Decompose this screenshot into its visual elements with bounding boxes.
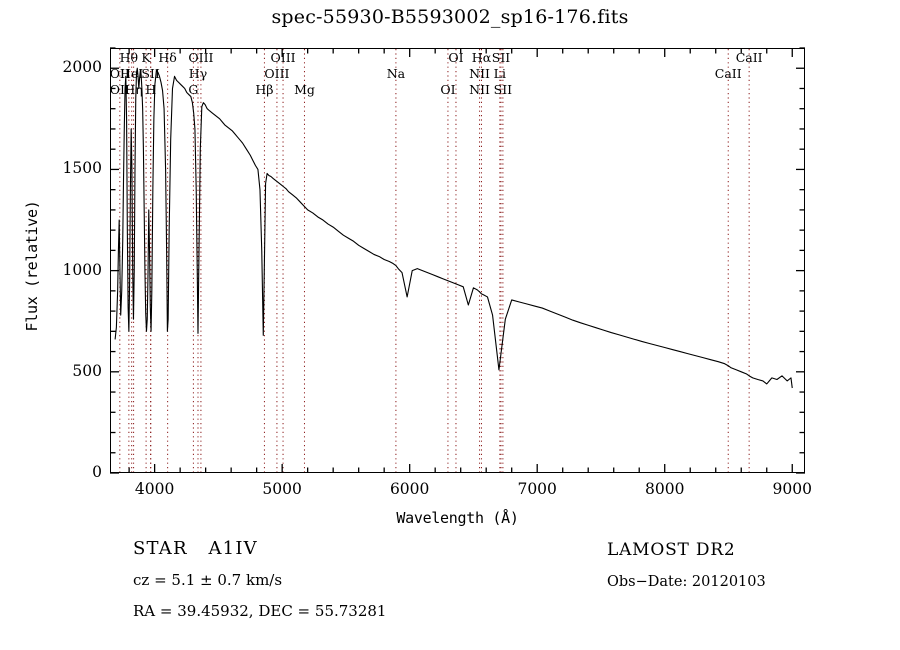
footer-redshift: cz = 5.1 ± 0.7 km/s <box>133 571 283 589</box>
x-tick-label: 9000 <box>772 480 812 498</box>
spectral-line-label: CaII <box>714 66 742 81</box>
spectral-line-label: G <box>188 82 199 97</box>
spectral-line-labels: OII OII Hθ HeI Hη K SII H Hδ Hγ G OIII Hβ OIII OIII Mg N… <box>0 0 900 120</box>
spectral-line-label: H <box>145 82 157 97</box>
spectral-line-label: Hθ <box>119 50 139 65</box>
spectral-line-label: Na <box>386 66 406 81</box>
spectral-line-label: SII <box>493 82 513 97</box>
spectral-line-label: OI <box>448 50 464 65</box>
spectral-line-label: Hη <box>124 82 143 97</box>
spectral-line-label: Hα <box>471 50 492 65</box>
x-tick-label: 6000 <box>389 480 430 498</box>
footer-survey: LAMOST DR2 <box>607 540 736 560</box>
x-tick-label: 8000 <box>644 480 685 498</box>
spectral-line-label: Hδ <box>158 50 177 65</box>
y-tick-label: 1000 <box>62 260 102 279</box>
spectral-line-label: NII <box>469 66 490 81</box>
spectral-line-label: SII <box>141 66 160 81</box>
footer-coordinates: RA = 39.45932, DEC = 55.73281 <box>133 602 387 620</box>
x-axis-label: Wavelength (Å) <box>396 509 519 527</box>
y-tick-label: 2000 <box>62 58 102 77</box>
spectral-line-label: OII <box>109 82 130 97</box>
tick-group <box>110 47 805 474</box>
footer-obs-date: Obs−Date: 20120103 <box>607 574 766 590</box>
x-tick-label: 7000 <box>517 480 557 498</box>
spectral-line-label: K <box>141 50 151 65</box>
line-marker-group <box>119 49 750 472</box>
spectral-line-label: CaII <box>735 50 763 65</box>
spectral-line-label: OIII <box>270 50 296 65</box>
spectral-line-label: OIII <box>264 66 290 81</box>
spectral-line-label: OIII <box>188 50 214 65</box>
spectral-line-label: SII <box>491 50 511 65</box>
spectrum-trace <box>114 67 793 389</box>
spectral-line-label: NII <box>469 82 490 97</box>
y-tick-label: 1500 <box>62 159 102 178</box>
spectral-line-label: Hβ <box>255 82 274 97</box>
x-axis-ticks: 4000 5000 6000 7000 8000 9000 <box>0 480 900 504</box>
footer-object-type: STAR A1IV <box>133 538 258 559</box>
y-axis-label: Flux (relative) <box>23 200 41 332</box>
plot-frame <box>110 48 805 473</box>
spectral-line-label: HeI <box>120 66 144 81</box>
y-tick-label: 500 <box>72 361 102 380</box>
y-tick-label: 0 <box>92 463 102 481</box>
spectral-line-label: OI <box>440 82 456 97</box>
spectral-line-label: Hγ <box>188 66 208 81</box>
spectral-line-label: Li <box>493 66 506 81</box>
x-tick-label: 5000 <box>262 480 302 498</box>
page-title: spec-55930-B5593002_sp16-176.fits <box>271 6 629 28</box>
spectral-line-label: OII <box>109 66 130 81</box>
y-axis-ticks: 0 500 1000 1500 2000 <box>40 0 102 650</box>
spectral-line-label: Mg <box>294 82 315 97</box>
x-tick-label: 4000 <box>134 480 175 498</box>
